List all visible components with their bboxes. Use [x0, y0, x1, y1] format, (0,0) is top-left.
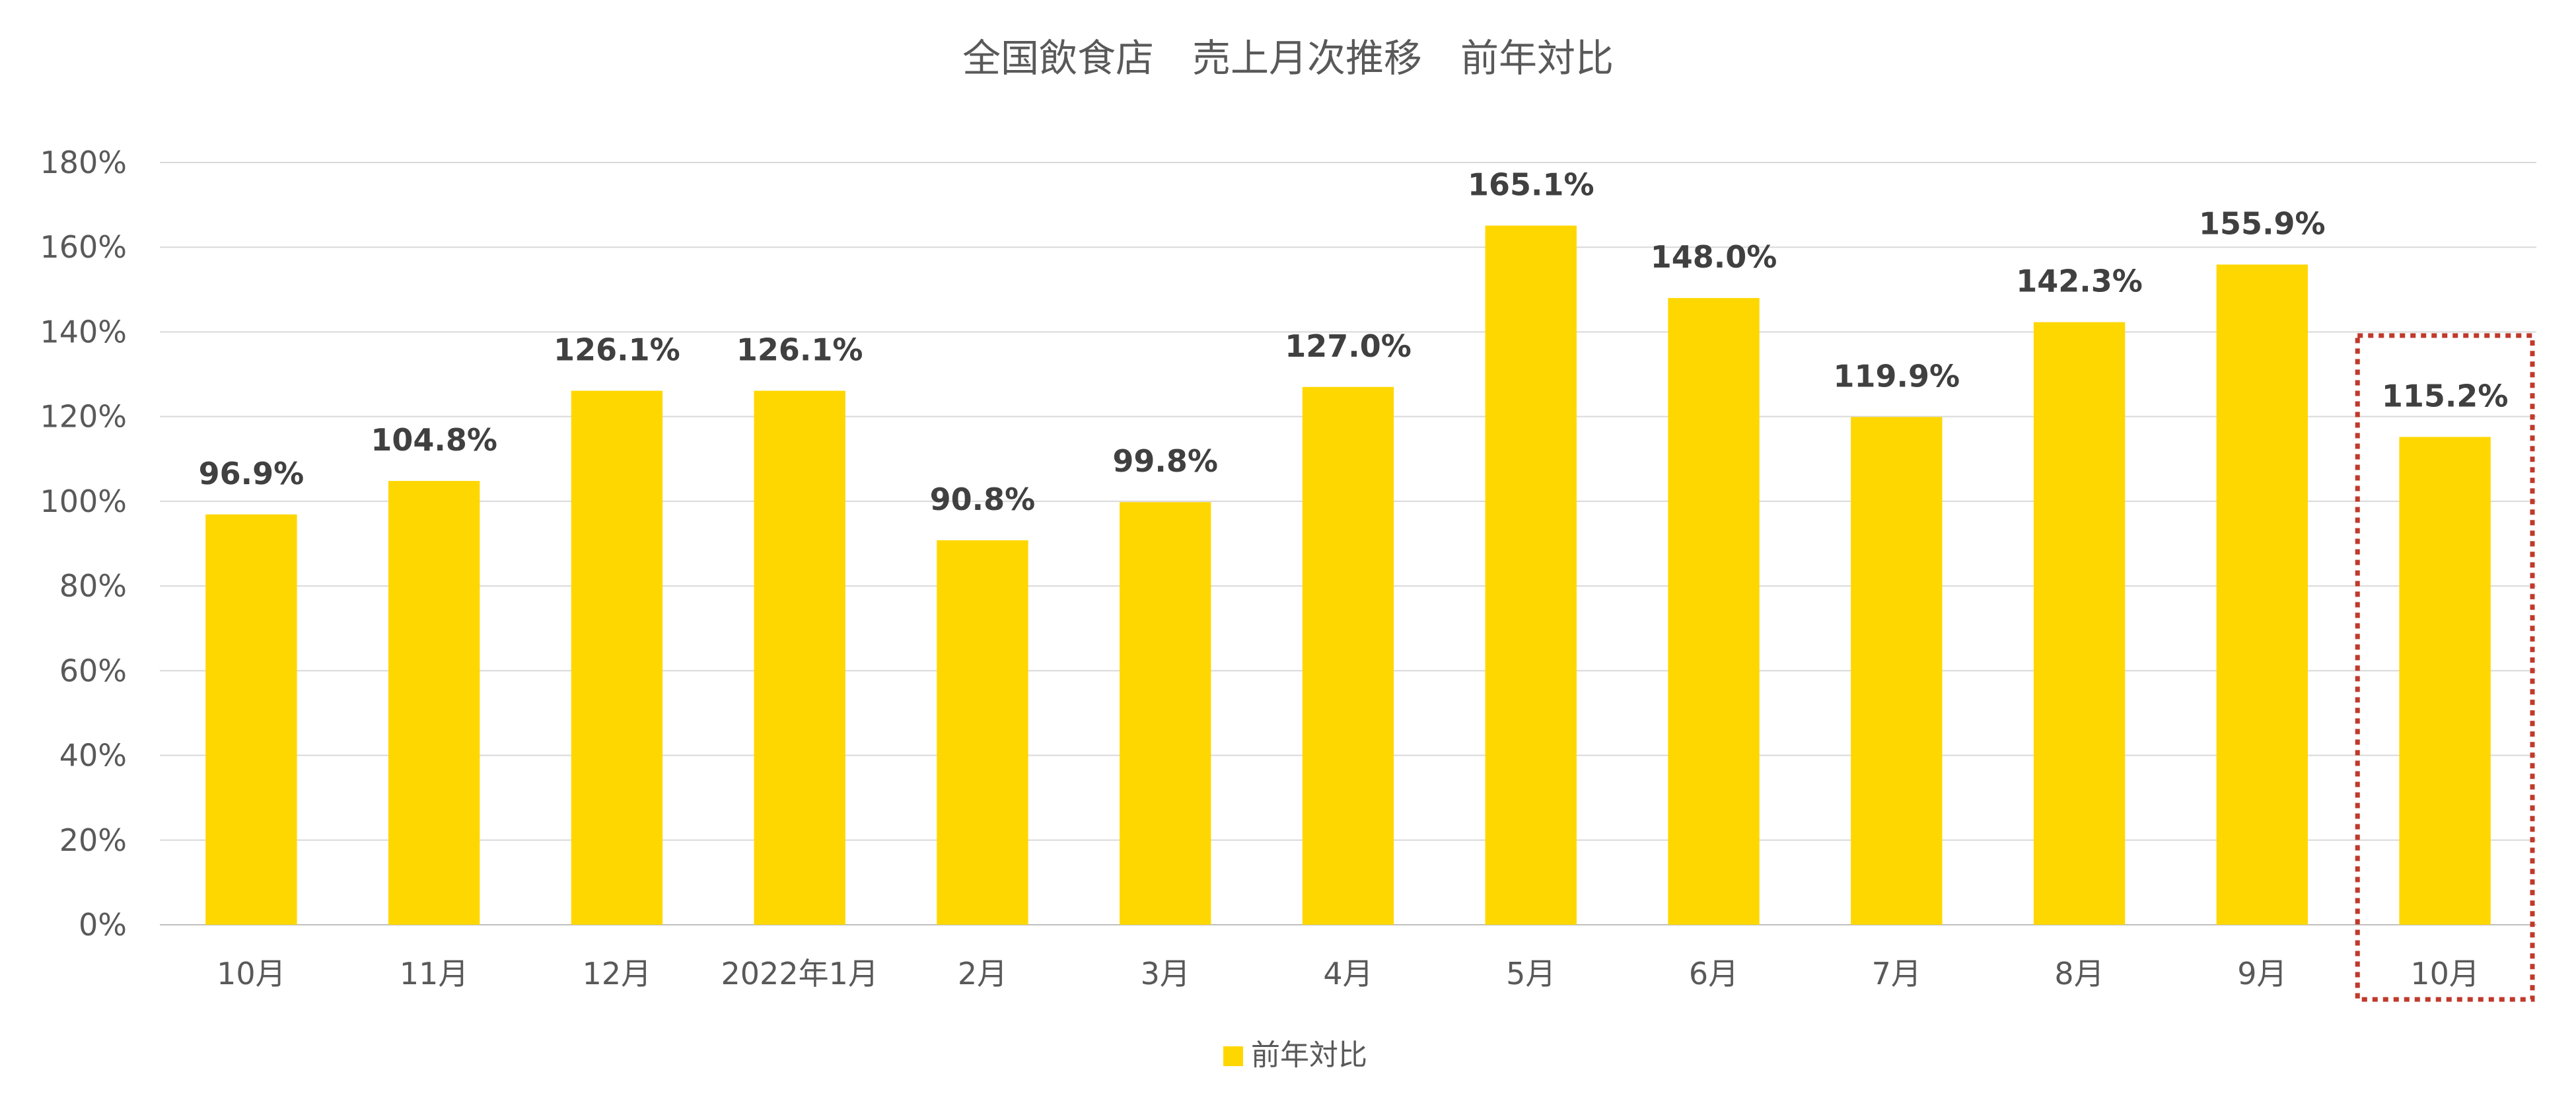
- x-tick-label: 7月: [1872, 956, 1921, 991]
- legend: 前年対比: [1223, 1038, 1367, 1072]
- data-label: 115.2%: [2382, 378, 2509, 414]
- x-tick-label: 4月: [1323, 956, 1373, 991]
- bar: [754, 390, 845, 925]
- y-tick-label: 120%: [40, 399, 127, 435]
- bar: [205, 514, 297, 925]
- data-label: 119.9%: [1834, 358, 1960, 394]
- bar: [388, 481, 480, 925]
- y-tick-label: 140%: [40, 314, 127, 349]
- x-tick-label: 2022年1月: [721, 956, 878, 991]
- y-tick-label: 100%: [40, 484, 127, 519]
- data-label: 126.1%: [554, 332, 680, 368]
- bar: [2399, 437, 2491, 925]
- bar: [937, 540, 1028, 925]
- bar: [1668, 298, 1760, 925]
- x-tick-label: 6月: [1689, 956, 1738, 991]
- data-label: 96.9%: [199, 456, 304, 491]
- y-axis: 0% 20% 40% 60% 80% 100% 120% 140% 160% 180%: [40, 145, 127, 943]
- x-tick-label: 10月: [2410, 956, 2480, 991]
- x-tick-label: 9月: [2237, 956, 2287, 991]
- x-tick-label: 11月: [400, 956, 469, 991]
- data-label: 90.8%: [930, 482, 1036, 517]
- y-tick-label: 80%: [59, 568, 127, 604]
- data-label: 104.8%: [371, 422, 497, 458]
- highlight: [2355, 333, 2535, 1002]
- legend-swatch: [1223, 1046, 1243, 1066]
- x-tick-label: 2月: [958, 956, 1007, 991]
- y-tick-label: 20%: [59, 822, 127, 858]
- bars: [205, 225, 2491, 925]
- x-tick-label: 8月: [2054, 956, 2104, 991]
- data-label: 126.1%: [736, 332, 863, 368]
- y-tick-label: 40%: [59, 738, 127, 774]
- y-tick-label: 60%: [59, 653, 127, 688]
- data-label: 165.1%: [1468, 167, 1594, 203]
- y-tick-label: 0%: [79, 907, 127, 943]
- x-axis: 10月 11月 12月 2022年1月 2月 3月 4月 5月 6月 7月 8月 9月 10月: [217, 956, 2480, 991]
- x-tick-label: 5月: [1506, 956, 1556, 991]
- bar: [1485, 225, 1577, 925]
- legend-label: 前年対比: [1251, 1038, 1367, 1072]
- data-label: 148.0%: [1651, 239, 1777, 275]
- bar: [1302, 386, 1394, 925]
- bar: [1120, 502, 1211, 925]
- x-tick-label: 3月: [1141, 956, 1190, 991]
- y-tick-label: 160%: [40, 229, 127, 265]
- data-label: 142.3%: [2016, 264, 2143, 299]
- highlight-frame: [2355, 333, 2535, 1002]
- bar: [2033, 322, 2126, 925]
- x-tick-label: 12月: [583, 956, 652, 991]
- bar: [2216, 264, 2308, 925]
- data-label: 155.9%: [2199, 206, 2326, 242]
- bar: [1851, 417, 1943, 925]
- y-tick-label: 180%: [40, 145, 127, 180]
- bar: [571, 390, 663, 925]
- data-label: 99.8%: [1112, 443, 1218, 479]
- data-label: 127.0%: [1285, 328, 1412, 364]
- x-tick-label: 10月: [217, 956, 286, 991]
- chart-title: 全国飲食店 売上月次推移 前年対比: [962, 36, 1614, 81]
- data-labels: 96.9% 104.8% 126.1% 126.1% 90.8% 99.8% 127.0% 1…: [199, 167, 2509, 517]
